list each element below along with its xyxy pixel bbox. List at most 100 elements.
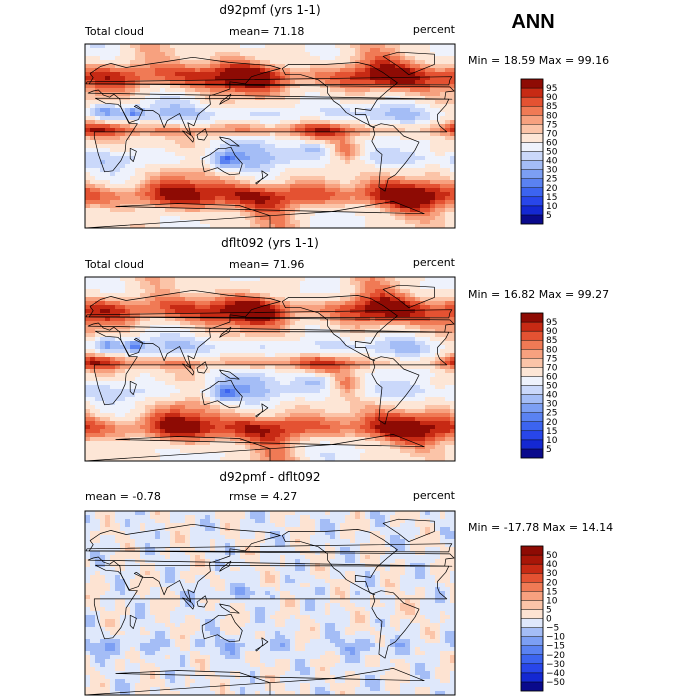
map-cell [140,44,146,49]
map-cell [325,72,331,77]
map-cell [230,156,236,161]
map-cell [105,293,111,298]
map-cell [325,112,331,117]
map-cell [195,144,201,149]
map-cell [95,196,101,201]
map-cell [300,160,306,165]
map-cell [320,204,326,209]
map-cell [295,277,301,282]
map-cell [430,349,436,354]
map-cell [85,84,91,89]
map-cell [155,353,161,358]
map-cell [220,156,226,161]
map-cell [355,313,361,318]
map-cell [165,313,171,318]
map-cell [315,72,321,77]
map-cell [210,325,216,330]
map-cell [340,156,346,161]
map-cell [325,52,331,57]
map-cell [265,76,271,81]
map-cell [395,345,401,350]
map-cell [115,220,121,225]
map-cell [265,301,271,306]
map-cell [200,148,206,153]
map-cell [285,285,291,290]
map-cell [265,289,271,294]
map-cell [245,204,251,209]
map-cell [270,184,276,189]
map-cell [245,309,251,314]
map-cell [190,88,196,93]
map-cell [120,212,126,217]
map-cell [225,341,231,346]
colorbar-tick-label: 50 [546,148,558,158]
map-cell [270,188,276,193]
map-cell [445,297,451,302]
map-cell [285,148,291,153]
map-cell [260,301,266,306]
map-cell [250,325,256,330]
map-cell [365,349,371,354]
map-cell [120,293,126,298]
map-cell [150,172,156,177]
map-cell [400,345,406,350]
map-cell [390,56,396,61]
map-cell [360,309,366,314]
map-cell [205,172,211,177]
map-cell [85,108,91,113]
map-cell [310,160,316,165]
map-cell [90,289,96,294]
map-cell [235,132,241,137]
map-cell [165,341,171,346]
map-cell [210,289,216,294]
map-cell [400,144,406,149]
map-cell [395,353,401,358]
map-cell [360,184,366,189]
map-cell [120,52,126,57]
map-cell [260,333,266,338]
map-cell [85,345,91,350]
map-cell [250,136,256,141]
map-cell [290,281,296,286]
map-cell [260,56,266,61]
map-cell [370,112,376,117]
map-cell [205,112,211,117]
map-cell [440,345,446,350]
map-cell [150,301,156,306]
map-cell [380,341,386,346]
map-cell [380,309,386,314]
map-cell [300,180,306,185]
map-cell [330,313,336,318]
map-cell [430,92,436,97]
map-cell [390,156,396,161]
map-cell [445,132,451,137]
map-cell [425,184,431,189]
map-cell [260,196,266,201]
map-cell [155,192,161,197]
map-cell [280,313,286,318]
map-cell [205,333,211,338]
map-cell [330,345,336,350]
map-cell [275,120,281,125]
map-cell [360,333,366,338]
map-cell [95,176,101,181]
map-cell [190,112,196,117]
map-cell [115,132,121,137]
map-cell [165,64,171,69]
map-cell [355,56,361,61]
map-cell [205,349,211,354]
map-cell [435,309,441,314]
map-cell [190,349,196,354]
map-cell [220,285,226,290]
map-cell [150,345,156,350]
map-cell [275,140,281,145]
map-cell [145,52,151,57]
map-cell [105,277,111,282]
map-cell [440,220,446,225]
map-cell [375,160,381,165]
map-cell [285,144,291,149]
map-cell [155,160,161,165]
map-cell [155,293,161,298]
map-cell [415,76,421,81]
map-cell [290,349,296,354]
